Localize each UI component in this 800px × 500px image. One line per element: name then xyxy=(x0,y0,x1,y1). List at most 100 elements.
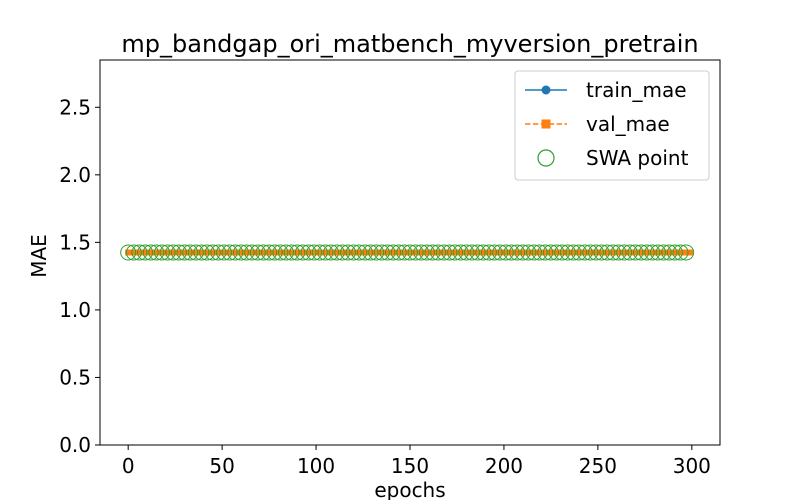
swa-point-point xyxy=(548,244,565,261)
y-tick-label: 2.5 xyxy=(59,95,91,119)
swa-point-point xyxy=(334,244,351,261)
swa-point-point xyxy=(542,244,559,261)
swa-point-point xyxy=(311,244,328,261)
swa-point-point xyxy=(266,244,283,261)
swa-point-point xyxy=(159,244,176,261)
swa-point-point xyxy=(469,244,486,261)
swa-point-point xyxy=(232,244,249,261)
swa-point-point xyxy=(204,244,221,261)
x-tick-label: 300 xyxy=(673,454,711,478)
swa-point-point xyxy=(616,244,633,261)
x-axis-label: epochs xyxy=(374,478,445,500)
swa-point-point xyxy=(317,244,334,261)
swa-point-point xyxy=(125,244,142,261)
swa-point-point xyxy=(176,244,193,261)
swa-point-point xyxy=(509,244,526,261)
val_mae-point xyxy=(686,249,693,256)
swa-point-point xyxy=(238,244,255,261)
swa-point-point xyxy=(170,244,187,261)
swa-point-point xyxy=(576,244,593,261)
swa-point-point xyxy=(199,244,216,261)
swa-point-point xyxy=(638,244,655,261)
swa-point-point xyxy=(261,244,278,261)
swa-point-point xyxy=(565,244,582,261)
legend-train_mae-label: train_mae xyxy=(586,78,687,102)
swa-point-point xyxy=(221,244,238,261)
swa-point-point xyxy=(610,244,627,261)
swa-point-point xyxy=(340,244,356,261)
swa-point-point xyxy=(452,244,469,261)
x-tick-label: 50 xyxy=(209,454,234,478)
legend-swa-point-label: SWA point xyxy=(586,146,689,170)
legend: train_mae val_mae SWA point xyxy=(514,70,710,181)
swa-point-point xyxy=(120,244,137,261)
x-tick-label: 100 xyxy=(297,454,335,478)
swa-point-point xyxy=(458,244,475,261)
y-tick-label: 2.0 xyxy=(59,163,91,187)
swa-point-point xyxy=(644,244,661,261)
swa-point-point xyxy=(526,244,542,261)
swa-point-point xyxy=(492,244,509,261)
swa-point-point xyxy=(633,244,650,261)
swa-point-point xyxy=(227,244,244,261)
swa-point-point xyxy=(666,244,683,261)
swa-point-point xyxy=(283,244,300,261)
swa-point-point xyxy=(306,244,323,261)
swa-point-point xyxy=(571,244,588,261)
swa-point-point xyxy=(187,244,204,261)
swa-point-point xyxy=(559,244,576,261)
series-layer xyxy=(120,244,695,261)
swa-point-point xyxy=(475,244,492,261)
swa-point-point xyxy=(604,244,621,261)
swa-point-point xyxy=(531,244,548,261)
swa-point-point xyxy=(582,244,599,261)
swa-point-point xyxy=(655,244,672,261)
swa-point-point xyxy=(430,244,447,261)
swa-point-point xyxy=(210,244,227,261)
swa-point-point xyxy=(447,244,464,261)
swa-point-point xyxy=(362,244,379,261)
swa-point-point xyxy=(599,244,616,261)
swa-point-point xyxy=(373,244,390,261)
swa-point-point xyxy=(165,244,182,261)
swa-point-point xyxy=(486,244,503,261)
y-axis-label: MAE xyxy=(27,234,51,278)
x-tick-label: 150 xyxy=(391,454,429,478)
swa-point-point xyxy=(385,244,402,261)
swa-point-point xyxy=(497,244,514,261)
swa-point-point xyxy=(621,244,638,261)
swa-point-point xyxy=(588,244,604,261)
swa-point-point xyxy=(278,244,294,261)
swa-point-point xyxy=(402,244,418,261)
swa-point-point xyxy=(464,244,480,261)
swa-point-point xyxy=(323,244,340,261)
swa-point-point xyxy=(148,244,165,261)
swa-point-point xyxy=(294,244,311,261)
axes-layer: 0 50 100 150 200 250 300 0.0 0.5 1.0 1.5 2.0 2.5 xyxy=(59,59,721,478)
swa-point-point xyxy=(435,244,452,261)
swa-point-point xyxy=(356,244,373,261)
swa-point-point xyxy=(407,244,424,261)
swa-point-point xyxy=(413,244,430,261)
swa-point-point xyxy=(678,244,695,261)
swa-point-point xyxy=(216,244,232,261)
swa-point-point xyxy=(520,244,537,261)
swa-point-point xyxy=(661,244,678,261)
swa-point-point xyxy=(480,244,497,261)
swa-point-point xyxy=(351,244,368,261)
swa-point-point xyxy=(396,244,413,261)
y-tick-label: 0.5 xyxy=(59,365,91,389)
swa-point-point xyxy=(182,244,199,261)
swa-point-point xyxy=(255,244,272,261)
x-tick-label: 200 xyxy=(485,454,523,478)
swa-point-point xyxy=(137,244,154,261)
swa-point-point xyxy=(441,244,458,261)
swa-point-point xyxy=(627,244,644,261)
y-tick-label: 1.5 xyxy=(59,230,91,254)
swa-point-point xyxy=(345,244,362,261)
legend-train_mae-marker xyxy=(541,85,551,95)
plot-area xyxy=(120,244,695,261)
swa-point-point xyxy=(503,244,520,261)
swa-point-point xyxy=(272,244,289,261)
swa-point-point xyxy=(289,244,306,261)
